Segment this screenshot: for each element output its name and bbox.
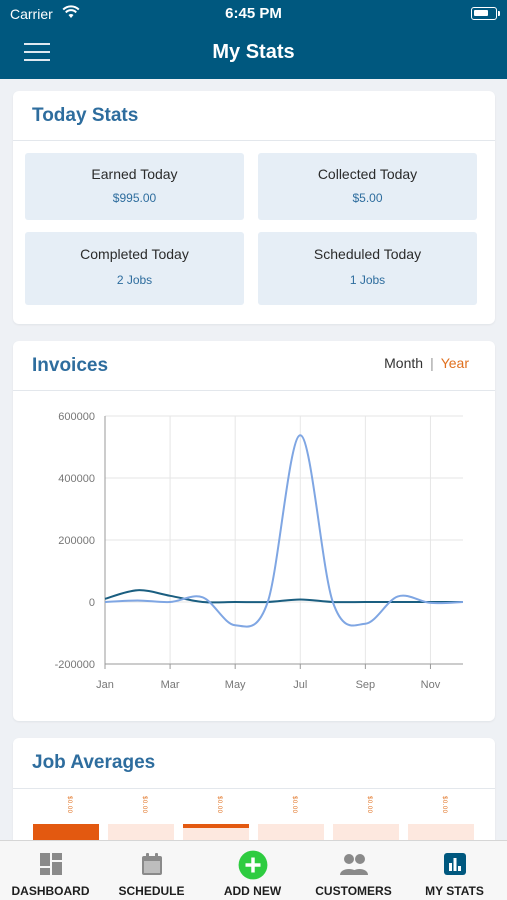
- today-stats-title: Today Stats: [32, 105, 139, 126]
- earned-today-box: Earned Today $995.00: [25, 153, 244, 220]
- stat-value: $5.00: [352, 191, 383, 205]
- bar-chart-icon: [444, 853, 466, 875]
- divider: [13, 140, 495, 141]
- page-title: My Stats: [212, 41, 295, 63]
- year-toggle[interactable]: Year: [440, 355, 469, 371]
- y-tick-label: 0: [89, 597, 95, 609]
- job-average-value-label: $0.00: [141, 796, 147, 814]
- job-average-bar-fill: [183, 824, 249, 828]
- tab-add-new[interactable]: ADD NEW: [202, 841, 303, 900]
- period-toggle: Month | Year: [384, 355, 469, 371]
- y-tick-label: 200000: [58, 535, 95, 547]
- tab-label: SCHEDULE: [118, 884, 185, 898]
- wifi-icon: [62, 5, 80, 18]
- job-average-bar: [183, 824, 249, 840]
- job-average-value-label: $0.00: [291, 796, 297, 814]
- job-average-bar: [108, 824, 174, 840]
- completed-today-box: Completed Today 2 Jobs: [25, 232, 244, 305]
- series-line-0: [104, 589, 463, 604]
- status-time: 6:45 PM: [225, 5, 282, 22]
- tab-label: DASHBOARD: [11, 884, 90, 898]
- invoices-title: Invoices: [32, 355, 109, 376]
- divider: [13, 788, 495, 789]
- status-bar: Carrier 6:45 PM: [0, 0, 507, 28]
- scheduled-today-box: Scheduled Today 1 Jobs: [258, 232, 477, 305]
- stat-label: Completed Today: [80, 246, 189, 262]
- calendar-icon: [142, 853, 162, 875]
- job-average-bar: [408, 824, 474, 840]
- series-line-1: [104, 434, 464, 628]
- tab-dashboard[interactable]: DASHBOARD: [0, 841, 101, 900]
- battery-icon: [471, 7, 500, 20]
- toggle-separator: |: [430, 355, 434, 371]
- tab-my-stats[interactable]: MY STATS: [404, 841, 505, 900]
- stat-label: Collected Today: [317, 166, 418, 182]
- tab-bar: DASHBOARD SCHEDULE ADD NEW CUSTOMERS: [0, 840, 507, 900]
- stat-label: Earned Today: [91, 166, 178, 182]
- tab-label: MY STATS: [425, 884, 484, 898]
- divider: [13, 390, 495, 391]
- x-tick-label: Mar: [161, 679, 180, 691]
- y-tick-label: 600000: [58, 411, 95, 423]
- x-tick-label: Nov: [421, 679, 441, 691]
- tab-label: CUSTOMERS: [315, 884, 392, 898]
- tab-customers[interactable]: CUSTOMERS: [303, 841, 404, 900]
- people-icon: [340, 854, 368, 875]
- job-average-value-label: $0.00: [441, 796, 447, 814]
- tab-label: ADD NEW: [223, 884, 282, 898]
- job-average-bar: [333, 824, 399, 840]
- stat-value: 1 Jobs: [349, 273, 386, 287]
- y-tick-label: 400000: [58, 473, 95, 485]
- job-averages-bars: $0.00 $0.00 $0.00 $0.00 $0.00 $0.00: [13, 790, 495, 840]
- job-average-value-label: $0.00: [366, 796, 372, 814]
- collected-today-box: Collected Today $5.00: [258, 153, 477, 220]
- x-tick-label: Sep: [356, 679, 376, 691]
- job-average-bar: [33, 824, 99, 840]
- job-average-bar: [258, 824, 324, 840]
- job-average-value-label: $0.00: [66, 796, 72, 814]
- job-averages-card: Job Averages $0.00 $0.00 $0.00 $0.00 $0.00 $0…: [13, 738, 495, 840]
- job-average-value-label: $0.00: [216, 796, 222, 814]
- job-averages-title: Job Averages: [32, 752, 156, 773]
- job-average-bar-fill: [33, 824, 99, 840]
- hamburger-menu-icon[interactable]: [24, 43, 50, 63]
- stat-value: $995.00: [112, 191, 157, 205]
- x-tick-label: Jan: [96, 679, 114, 691]
- y-tick-label: -200000: [55, 659, 95, 671]
- stat-label: Scheduled Today: [313, 246, 422, 262]
- carrier-label: Carrier: [10, 6, 53, 22]
- nav-bar: My Stats: [0, 28, 507, 79]
- invoices-card: Invoices Month | Year 600000 400000 200000 0 -…: [13, 341, 495, 721]
- month-toggle[interactable]: Month: [384, 355, 424, 371]
- today-stats-card: Today Stats Earned Today $995.00 Collect…: [13, 91, 495, 324]
- dashboard-grid-icon: [40, 853, 62, 875]
- x-tick-label: May: [225, 679, 246, 691]
- add-circle-icon: [238, 850, 268, 880]
- x-tick-label: Jul: [293, 679, 307, 691]
- tab-schedule[interactable]: SCHEDULE: [101, 841, 202, 900]
- stat-value: 2 Jobs: [116, 273, 153, 287]
